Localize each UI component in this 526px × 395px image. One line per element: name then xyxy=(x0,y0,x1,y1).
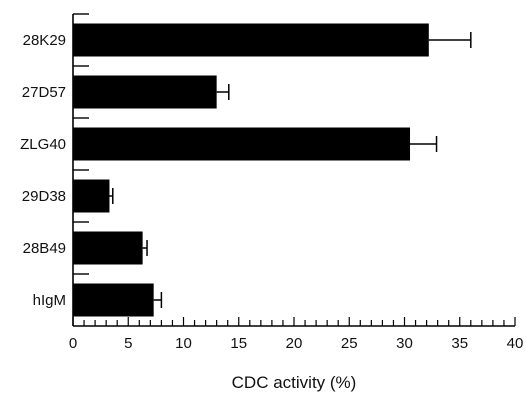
bar xyxy=(73,75,217,109)
x-tick-label: 40 xyxy=(507,335,524,352)
bars xyxy=(73,23,429,317)
bar xyxy=(73,179,110,213)
x-tick-label: 0 xyxy=(69,335,77,352)
axes xyxy=(72,13,516,327)
x-tick-label: 25 xyxy=(341,335,358,352)
category-labels: 28K29 27D57 ZLG40 29D38 28B49 hIgM xyxy=(20,32,66,309)
x-tick-label: 15 xyxy=(230,335,247,352)
bar xyxy=(73,231,143,265)
x-tick-label: 20 xyxy=(286,335,303,352)
x-tick-label: 35 xyxy=(451,335,468,352)
category-label: ZLG40 xyxy=(20,136,66,153)
category-label: 29D38 xyxy=(22,188,66,205)
x-axis-title: CDC activity (%) xyxy=(232,373,357,392)
category-label: 27D57 xyxy=(22,84,66,101)
bar xyxy=(73,127,411,161)
x-tick-label: 10 xyxy=(175,335,192,352)
category-label: 28B49 xyxy=(23,240,66,257)
category-label: hIgM xyxy=(33,292,66,309)
bar xyxy=(73,283,154,317)
x-tick-label: 5 xyxy=(124,335,132,352)
error-bars xyxy=(109,32,472,308)
x-tick-label: 30 xyxy=(396,335,413,352)
x-tick-labels: 0 5 10 15 20 25 30 35 40 xyxy=(69,335,524,352)
bar xyxy=(73,23,429,57)
category-label: 28K29 xyxy=(23,32,66,49)
